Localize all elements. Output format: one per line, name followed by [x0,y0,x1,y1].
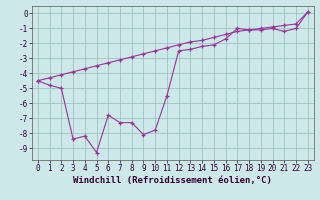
X-axis label: Windchill (Refroidissement éolien,°C): Windchill (Refroidissement éolien,°C) [73,176,272,185]
